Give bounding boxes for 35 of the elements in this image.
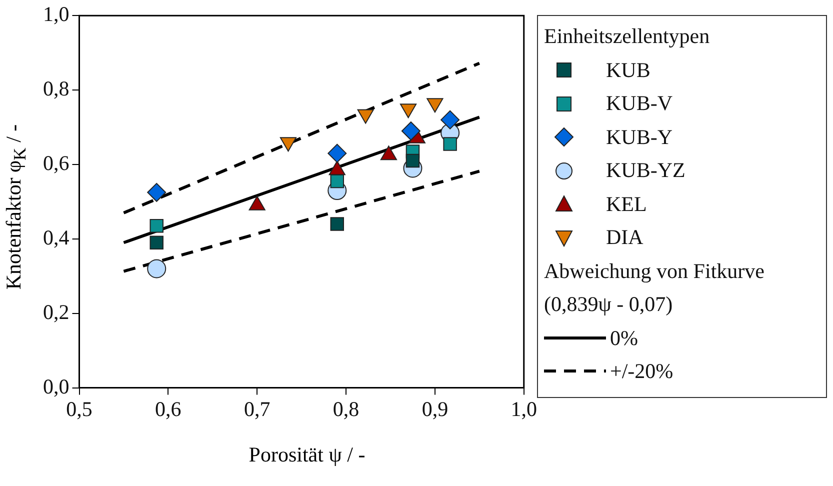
- point: [150, 236, 164, 250]
- text: (0,839ψ - 0,07): [544, 291, 674, 318]
- legend-label: KUB: [606, 58, 650, 83]
- x-tick-label: 0,7: [244, 396, 270, 421]
- point: [330, 174, 344, 188]
- legend-title: Einheitszellentypen: [544, 23, 711, 50]
- point: [443, 137, 457, 151]
- legend-label: KEL: [606, 192, 647, 217]
- legend-label: KUB-V: [606, 91, 672, 116]
- y-tick-label: 0,0: [43, 374, 70, 398]
- x-tick-label: 0,6: [155, 396, 182, 421]
- y-tick-label: 0,4: [43, 225, 70, 250]
- x-tick-label: 1,0: [510, 396, 537, 421]
- x-tick-label: 0,8: [332, 396, 360, 421]
- point: [406, 154, 420, 168]
- legend-label: DIA: [606, 225, 644, 250]
- legend-label: +/-20%: [610, 359, 674, 384]
- legend-label: KUB-YZ: [606, 158, 686, 184]
- text: Abweichung von Fitkurve: [544, 258, 766, 285]
- point: [440, 110, 460, 130]
- point: [147, 259, 166, 278]
- x-tick-label: 0,9: [422, 396, 448, 421]
- y-tick-label: 0,2: [43, 300, 70, 324]
- x-tick-label: 0,5: [66, 396, 92, 421]
- y-tick-label: 1,0: [43, 2, 70, 26]
- y-tick-label: 0,6: [43, 150, 70, 175]
- point: [147, 182, 166, 202]
- point: [328, 144, 347, 163]
- point: [401, 121, 420, 140]
- legend-label: KUB-Y: [606, 124, 672, 150]
- legend-label: 0%: [610, 326, 638, 351]
- point: [150, 219, 164, 233]
- point: [330, 217, 344, 231]
- x-axis-title: Porosität ψ / -: [248, 442, 366, 468]
- y-tick-label: 0,8: [43, 76, 70, 101]
